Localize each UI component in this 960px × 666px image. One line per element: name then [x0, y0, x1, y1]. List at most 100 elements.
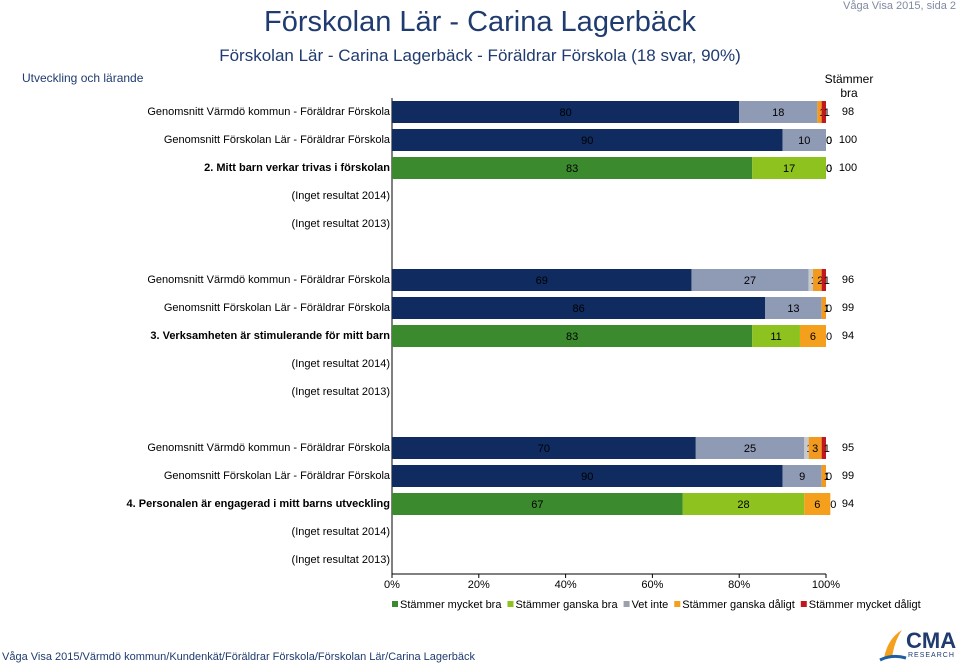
value-label: 0 [826, 471, 832, 483]
value-label: 1 [824, 443, 830, 455]
value-label: 80 [559, 107, 571, 119]
total: 98 [842, 106, 854, 118]
total-header: Stämmer bra [824, 72, 874, 100]
value-label: 18 [772, 107, 784, 119]
bar-segment [392, 325, 753, 347]
x-tick-label: 20% [468, 579, 490, 591]
logo-sub: RESEARCH [908, 652, 955, 659]
value-label: 2 [817, 275, 823, 287]
bar-segment [682, 493, 805, 515]
bar-segment [821, 101, 826, 123]
total: 95 [842, 442, 854, 454]
legend-label: Stämmer ganska dåligt [682, 599, 795, 611]
value-label: 11 [770, 331, 781, 343]
row-label: Genomsnitt Förskolan Lär - Föräldrar För… [164, 302, 391, 314]
value-label: 0 [826, 135, 832, 147]
value-label: 0 [826, 163, 832, 175]
bar-segment [752, 157, 826, 179]
value-label: 6 [810, 331, 816, 343]
value-label: 17 [783, 163, 795, 175]
title: Förskolan Lär - Carina Lagerbäck [264, 6, 696, 38]
row-label: (Inget resultat 2014) [292, 358, 390, 370]
bar-segment [821, 465, 826, 487]
bar-segment [808, 437, 822, 459]
total: 100 [839, 134, 857, 146]
bar-segment [817, 101, 822, 123]
total: 96 [842, 274, 854, 286]
row-label: Genomsnitt Värmdö kommun - Föräldrar För… [147, 442, 391, 454]
row-label: Genomsnitt Värmdö kommun - Föräldrar För… [147, 274, 391, 286]
x-tick-label: 80% [728, 579, 750, 591]
bar-segment [739, 101, 818, 123]
bar-segment [812, 269, 822, 291]
total: 99 [842, 302, 854, 314]
row-label: (Inget resultat 2014) [292, 526, 390, 538]
value-label: 25 [744, 443, 756, 455]
value-label: 67 [531, 499, 543, 511]
bar-segment [392, 157, 753, 179]
value-label: 90 [581, 135, 593, 147]
row-label: Genomsnitt Förskolan Lär - Föräldrar För… [164, 134, 391, 146]
value-label: 13 [787, 303, 799, 315]
total: 99 [842, 470, 854, 482]
value-label: 9 [799, 471, 805, 483]
row-label: (Inget resultat 2013) [292, 218, 390, 230]
value-label: 86 [572, 303, 584, 315]
x-tick-label: 60% [641, 579, 663, 591]
footer-path: Våga Visa 2015/Värmdö kommun/Kundenkät/F… [2, 651, 476, 663]
row-label: 4. Personalen är engagerad i mitt barns … [127, 498, 390, 510]
row-label: 2. Mitt barn verkar trivas i förskolan [204, 162, 390, 174]
value-label: 0 [826, 331, 832, 343]
bar-segment [804, 437, 809, 459]
value-label: 0 [826, 135, 832, 147]
bar-segment [765, 297, 822, 319]
row-label: Genomsnitt Värmdö kommun - Föräldrar För… [147, 106, 391, 118]
value-label: 83 [566, 163, 578, 175]
x-tick-label: 100% [812, 579, 840, 591]
value-label: 1 [824, 275, 830, 287]
page-number: Våga Visa 2015, sida 2 [843, 0, 956, 12]
bar-segment [782, 129, 826, 151]
row-label: (Inget resultat 2014) [292, 190, 390, 202]
x-tick-label: 40% [555, 579, 577, 591]
value-label: 70 [538, 443, 550, 455]
value-label: 1 [824, 107, 830, 119]
value-label: 90 [581, 471, 593, 483]
legend-swatch [623, 601, 630, 607]
value-label: 1 [824, 303, 830, 315]
bar-segment [691, 269, 809, 291]
bar-segment [392, 101, 740, 123]
value-label: 28 [737, 499, 749, 511]
value-label: 0 [826, 135, 832, 147]
bar-segment [392, 465, 783, 487]
bar-segment [808, 269, 813, 291]
legend-label: Stämmer mycket dåligt [809, 599, 921, 611]
total: 94 [842, 330, 854, 342]
bar-segment [392, 269, 692, 291]
value-label: 3 [812, 443, 818, 455]
legend-swatch [800, 601, 807, 607]
legend-label: Stämmer mycket bra [400, 599, 502, 611]
row-label: (Inget resultat 2013) [292, 386, 390, 398]
total: 100 [839, 162, 857, 174]
value-label: 10 [798, 135, 810, 147]
value-label: 0 [826, 163, 832, 175]
row-label: Genomsnitt Förskolan Lär - Föräldrar För… [164, 470, 391, 482]
logo: CMA [906, 628, 957, 653]
bar-segment [804, 493, 831, 515]
legend-swatch [674, 601, 681, 607]
x-tick-label: 0% [384, 579, 400, 591]
bar-segment [752, 325, 800, 347]
bar-segment [821, 297, 826, 319]
bar-segment [799, 325, 826, 347]
value-label: 1 [824, 471, 830, 483]
value-label: 83 [566, 331, 578, 343]
value-label: 0 [830, 499, 836, 511]
value-label: 0 [826, 163, 832, 175]
total: 94 [842, 498, 854, 510]
bar-segment [695, 437, 805, 459]
bar-segment [392, 297, 766, 319]
legend-label: Vet inte [632, 599, 669, 611]
section: Utveckling och lärande [22, 71, 144, 85]
